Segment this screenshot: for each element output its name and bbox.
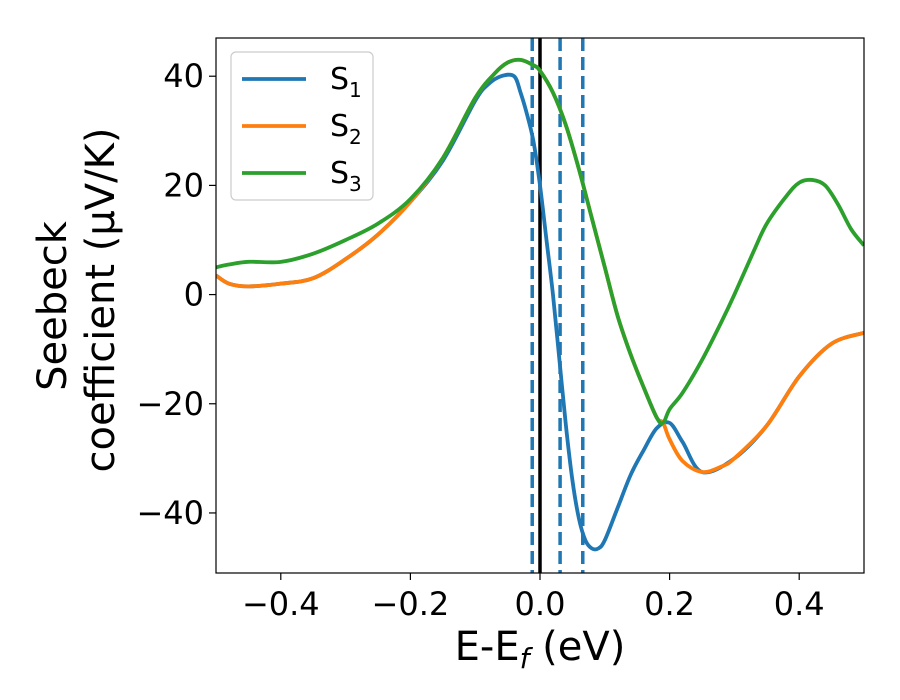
legend-label-s2: S2: [330, 109, 362, 149]
y-axis-ticks: −40 −20 0 20 40: [136, 57, 216, 532]
x-axis-ticks: −0.4 −0.2 0.0 0.2 0.4: [242, 573, 825, 623]
y-axis-label-line1: Seebeck: [30, 220, 76, 391]
y-axis-label-line2: coefficient (μV/K): [78, 128, 124, 473]
x-axis-label: E-Ef (eV): [455, 624, 626, 675]
x-tick-label: 0.2: [644, 585, 695, 623]
x-tick-label: 0.4: [774, 585, 825, 623]
x-tick-label: −0.4: [242, 585, 320, 623]
series-lines: [216, 57, 864, 552]
y-tick-label: 20: [163, 166, 204, 204]
x-axis-label-main: E-E: [455, 624, 520, 670]
y-tick-label: 40: [163, 57, 204, 95]
series-line-s3: [216, 57, 864, 426]
legend: S1 S2 S3: [230, 51, 374, 201]
x-tick-label: −0.2: [372, 585, 450, 623]
y-tick-label: 0: [184, 276, 204, 314]
vertical-lines: [530, 38, 585, 573]
y-tick-label: −20: [136, 385, 204, 423]
legend-label-s3: S3: [330, 156, 362, 196]
legend-label-s1: S1: [330, 62, 362, 102]
x-tick-label: 0.0: [515, 585, 566, 623]
x-axis-label-tail: (eV): [529, 624, 625, 670]
y-tick-label: −40: [136, 494, 204, 532]
